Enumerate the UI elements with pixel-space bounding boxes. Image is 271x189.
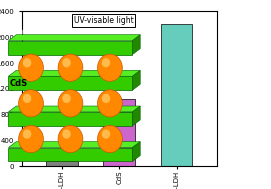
Circle shape (58, 54, 83, 81)
Circle shape (58, 125, 83, 153)
Polygon shape (133, 35, 140, 55)
Bar (104, 98, 135, 166)
Polygon shape (133, 70, 140, 90)
Polygon shape (8, 106, 140, 112)
Bar (8, 148, 133, 161)
Circle shape (19, 90, 43, 117)
Circle shape (62, 129, 71, 139)
Circle shape (19, 54, 43, 81)
Circle shape (62, 58, 71, 67)
Polygon shape (8, 142, 140, 148)
Circle shape (58, 90, 83, 117)
Circle shape (98, 90, 122, 117)
Polygon shape (133, 106, 140, 126)
Bar (8, 41, 133, 55)
Bar (8, 112, 133, 126)
Circle shape (62, 94, 71, 103)
Polygon shape (8, 35, 140, 41)
Circle shape (98, 54, 122, 81)
Polygon shape (8, 70, 140, 76)
Bar (46, 161, 78, 166)
Circle shape (102, 58, 110, 67)
Text: CdS: CdS (10, 79, 28, 88)
Circle shape (102, 94, 110, 103)
Circle shape (19, 125, 43, 153)
Circle shape (23, 94, 31, 103)
Bar (161, 24, 192, 166)
Bar (8, 76, 133, 90)
Circle shape (23, 58, 31, 67)
Circle shape (98, 125, 122, 153)
Polygon shape (133, 142, 140, 161)
Circle shape (102, 129, 110, 139)
Text: UV-visable light: UV-visable light (74, 16, 134, 25)
Text: ZnCr-LDH: ZnCr-LDH (11, 27, 57, 36)
Circle shape (23, 129, 31, 139)
